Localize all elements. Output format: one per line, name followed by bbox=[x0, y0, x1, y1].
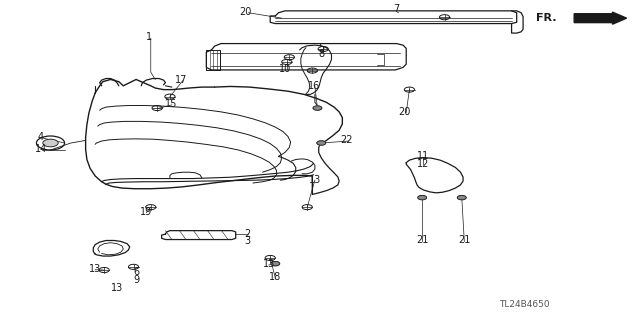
Text: 1: 1 bbox=[146, 32, 152, 42]
Text: 18: 18 bbox=[269, 272, 282, 282]
Text: 20: 20 bbox=[399, 107, 411, 117]
Text: 10: 10 bbox=[279, 64, 291, 74]
Circle shape bbox=[43, 139, 58, 147]
Bar bbox=[206, 50, 220, 70]
Circle shape bbox=[418, 196, 427, 200]
Text: 9: 9 bbox=[133, 275, 139, 285]
FancyArrow shape bbox=[574, 12, 627, 24]
Text: 19: 19 bbox=[140, 207, 152, 217]
Text: 21: 21 bbox=[458, 235, 470, 246]
Text: 13: 13 bbox=[89, 264, 101, 274]
Text: 4: 4 bbox=[37, 132, 44, 142]
Text: 13: 13 bbox=[111, 283, 124, 293]
Circle shape bbox=[317, 141, 326, 145]
Circle shape bbox=[271, 262, 280, 266]
Text: 8: 8 bbox=[318, 49, 324, 59]
Text: 2: 2 bbox=[244, 229, 250, 239]
Text: 20: 20 bbox=[240, 7, 252, 17]
Text: 3: 3 bbox=[244, 236, 250, 247]
Circle shape bbox=[458, 196, 467, 200]
Text: 5: 5 bbox=[318, 43, 324, 53]
Text: 15: 15 bbox=[165, 99, 177, 109]
Text: 13: 13 bbox=[308, 174, 321, 184]
Text: TL24B4650: TL24B4650 bbox=[499, 300, 550, 308]
Text: 16: 16 bbox=[307, 81, 320, 91]
Text: 11: 11 bbox=[417, 151, 429, 161]
Text: 22: 22 bbox=[340, 136, 353, 145]
Text: 14: 14 bbox=[35, 144, 47, 154]
Text: 13: 13 bbox=[263, 259, 275, 269]
Text: 6: 6 bbox=[133, 267, 139, 277]
Circle shape bbox=[313, 106, 322, 110]
Text: 21: 21 bbox=[416, 235, 428, 246]
Text: FR.: FR. bbox=[536, 13, 556, 23]
Text: 7: 7 bbox=[394, 4, 400, 14]
Text: 17: 17 bbox=[175, 75, 187, 85]
Text: 12: 12 bbox=[417, 159, 429, 169]
